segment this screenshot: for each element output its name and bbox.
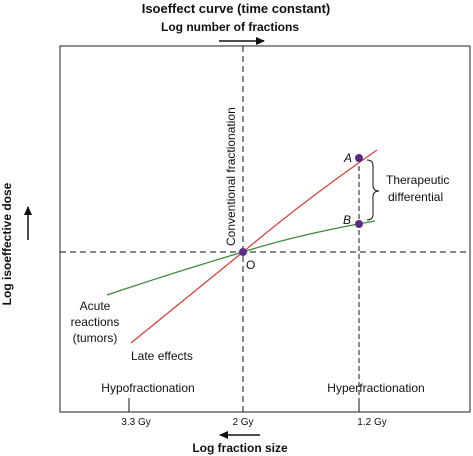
tick-label: 2 Gy: [232, 417, 253, 428]
diagram-title: Isoeffect curve (time constant): [142, 1, 331, 16]
point-a: [355, 154, 363, 162]
origin-label: O: [246, 258, 255, 272]
hypofractionation-label: Hypofractionation: [101, 381, 194, 395]
acute-label-line1: Acute: [80, 299, 111, 313]
acute-label-line3: (tumors): [73, 331, 118, 345]
plot-frame: [59, 45, 471, 413]
hyperfractionation-label: Hyperfractionation: [327, 381, 424, 395]
bracket-label-line1: Therapeutic: [386, 173, 449, 187]
point-b: [355, 220, 363, 228]
tick-label: 1.2 Gy: [357, 417, 386, 428]
late-effects-curve: [130, 149, 378, 344]
acute-label-line2: reactions: [71, 315, 120, 329]
point-b-label: B: [343, 213, 351, 227]
tick-label: 3.3 Gy: [121, 417, 150, 428]
point-a-label: A: [343, 151, 352, 165]
bracket-label-line2: differential: [388, 190, 443, 204]
vertical-line-label: Conventional fractionation: [224, 107, 238, 246]
origin-point: [239, 248, 247, 256]
therapeutic-bracket: [366, 159, 380, 221]
top-axis-label: Log number of fractions: [161, 20, 299, 34]
acute-reactions-curve: [106, 220, 376, 296]
bottom-axis-label: Log fraction size: [192, 441, 288, 455]
left-axis-label: Log isoeffective dose: [0, 182, 14, 305]
late-effects-label: Late effects: [131, 349, 193, 363]
